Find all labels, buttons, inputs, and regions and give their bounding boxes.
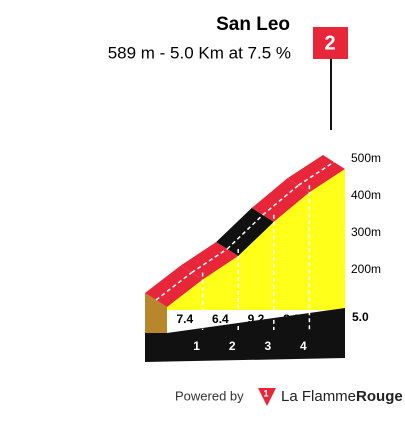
logo [258,388,276,406]
brand-b: Rouge [356,388,403,405]
brand-a: La Flamme [281,388,356,405]
segment-dash [297,161,335,186]
chart-subtitle: 589 m - 5.0 Km at 7.5 % [108,43,291,62]
category: 2 [324,32,335,54]
segment-dash [191,248,228,274]
brand: La FlammeRouge [281,388,403,405]
gradient-label: 6.4 [212,312,229,326]
km-label: 1 [193,339,200,353]
logo-mark: 1 [263,388,268,398]
km-label: 2 [229,339,236,353]
flag [313,27,348,59]
y-tick-label: 500m [351,151,381,165]
y-tick-label: 400m [351,188,381,202]
distance-label: 5.0 [352,310,369,324]
segment-dash [155,272,193,301]
segment-dash [262,184,299,216]
powered-by: Powered by [175,388,244,403]
km-label: 3 [264,339,271,353]
profile-area [167,168,345,310]
y-tick-label: 200m [351,262,381,276]
gradient-label: 7.4 [176,312,193,326]
base [145,308,345,362]
km-label: 4 [300,339,307,353]
side-face [145,293,167,333]
chart-title: San Leo [216,14,290,35]
segment-dash [226,214,264,250]
y-tick-label: 300m [351,225,381,239]
